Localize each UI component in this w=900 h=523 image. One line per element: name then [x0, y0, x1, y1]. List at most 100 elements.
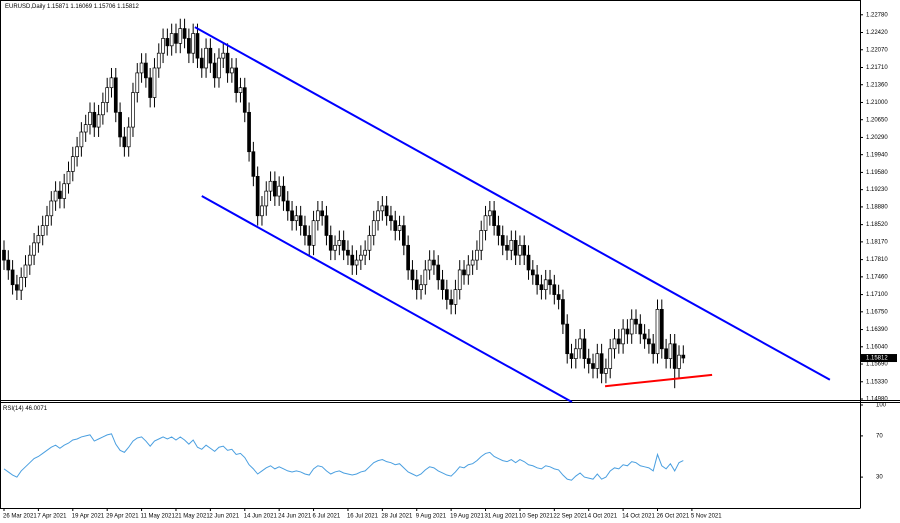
candle-body	[66, 171, 71, 185]
candle-body	[182, 28, 187, 39]
candle-body	[316, 210, 320, 222]
x-tick-label: 19 Aug 2021	[450, 514, 484, 520]
y-tick-label: 1.21000	[866, 100, 888, 106]
y-tick-label: 1.21710	[866, 65, 888, 71]
y-tick-label: 1.21360	[866, 82, 888, 88]
y-tick-label: 1.19230	[866, 187, 888, 193]
candle-body	[483, 215, 488, 231]
candle-body	[509, 240, 514, 251]
candle-body	[19, 276, 24, 291]
candle-body	[199, 57, 204, 69]
candle-body	[148, 77, 153, 98]
candle-body	[230, 67, 234, 74]
candle-body	[96, 114, 101, 128]
candle-body	[333, 244, 337, 251]
candle-body	[45, 215, 49, 226]
candle-body	[647, 338, 651, 345]
candle-body	[496, 225, 501, 236]
candle-body	[247, 111, 251, 153]
candle-body	[363, 249, 367, 256]
rsi-tick-label: 70	[876, 433, 883, 439]
x-tick-label: 29 Apr 2021	[106, 514, 139, 520]
candle-body	[543, 279, 548, 291]
candle-body	[337, 240, 342, 246]
candle-body	[118, 111, 122, 138]
x-tick-label: 16 Jul 2021	[347, 514, 379, 520]
x-tick-label: 26 Oct 2021	[657, 514, 690, 520]
candle-body	[346, 249, 350, 256]
candle-body	[625, 328, 630, 335]
candle-body	[221, 52, 226, 59]
candle-body	[655, 309, 660, 355]
candle-body	[487, 210, 492, 217]
candle-body	[178, 28, 183, 44]
title-open: 1.15871	[47, 4, 69, 10]
y-tick-label: 1.22780	[866, 12, 888, 18]
candle-body	[358, 254, 363, 261]
candle-body	[526, 254, 531, 271]
candle-body	[423, 269, 428, 286]
candle-body	[161, 38, 165, 54]
candle-body	[58, 190, 62, 199]
candle-body	[285, 200, 290, 212]
candle-body	[556, 294, 561, 300]
candle-body	[6, 259, 11, 271]
candle-body	[53, 190, 58, 202]
candle-body	[582, 338, 587, 359]
candle-body	[604, 368, 608, 374]
candle-body	[410, 269, 415, 281]
candle-body	[440, 279, 445, 291]
candle-body	[70, 156, 75, 172]
candle-body	[187, 38, 191, 54]
candle-body	[492, 210, 496, 226]
candle-body	[225, 52, 230, 74]
candle-body	[135, 72, 140, 93]
candle-body	[62, 183, 67, 199]
x-tick-label: 9 Aug 2021	[416, 514, 447, 520]
x-tick-label: 28 Jul 2021	[381, 514, 413, 520]
candle-body	[320, 210, 325, 217]
candle-body	[264, 190, 269, 207]
candle-body	[444, 289, 449, 300]
candle-body	[466, 264, 471, 276]
candle-body	[595, 353, 600, 369]
title-close: 1.15812	[117, 4, 139, 10]
candle-body	[599, 353, 604, 374]
candle-body	[629, 318, 634, 335]
candle-body	[457, 269, 462, 291]
x-tick-label: 26 Mar 2021	[3, 514, 37, 520]
candle-body	[311, 220, 316, 246]
x-tick-label: 14 Jun 2021	[244, 514, 278, 520]
trend-line	[604, 373, 713, 388]
candle-body	[664, 348, 668, 359]
candle-body	[389, 215, 393, 222]
y-tick-label: 1.16390	[866, 327, 888, 333]
x-tick-label: 22 Sep 2021	[553, 514, 588, 520]
candle-body	[324, 215, 329, 236]
candle-body	[2, 249, 6, 261]
y-tick-label: 1.22420	[866, 30, 888, 36]
candle-body	[290, 210, 294, 222]
candle-body	[535, 274, 539, 286]
title-high: 1.16069	[70, 4, 92, 10]
candle-body	[414, 279, 419, 291]
candle-body	[616, 338, 621, 345]
candle-body	[88, 111, 92, 125]
candle-body	[273, 180, 277, 197]
candle-body	[131, 92, 135, 128]
candle-body	[260, 205, 264, 217]
y-tick-label: 1.19940	[866, 152, 888, 158]
x-tick-label: 11 May 2021	[141, 514, 176, 520]
candle-body	[449, 299, 453, 305]
candle-body	[677, 354, 681, 369]
candle-body	[144, 62, 148, 79]
candle-body	[32, 242, 36, 256]
candle-body	[169, 33, 174, 47]
candle-body	[659, 309, 664, 350]
y-tick-label: 1.15690	[866, 362, 888, 368]
x-tick-label: 21 May 2021	[175, 514, 210, 520]
candle-body	[651, 343, 656, 355]
candle-body	[156, 52, 161, 69]
candle-body	[139, 62, 144, 74]
candle-body	[165, 38, 170, 47]
